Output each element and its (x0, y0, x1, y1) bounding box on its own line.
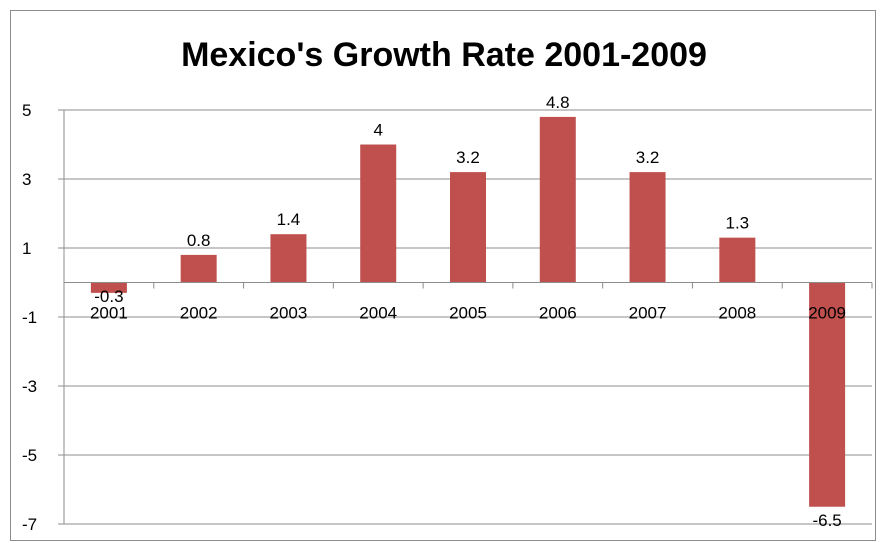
chart-title: Mexico's Growth Rate 2001-2009 (181, 36, 707, 74)
data-label: -0.3 (94, 287, 123, 306)
x-tick-label: 2003 (270, 304, 308, 323)
y-tick-label: 5 (22, 101, 31, 120)
y-tick-label: -7 (22, 515, 37, 534)
data-label: 4 (373, 121, 382, 140)
x-tick-label: 2006 (539, 304, 577, 323)
axes (58, 109, 873, 525)
y-tick-label: 1 (22, 239, 31, 258)
data-label: -6.5 (812, 511, 841, 530)
labels: 5 3 1 -1 -3 -5 -7 2001-0.3 2002 0.8 2003 1.4 2004 4 20… (22, 93, 846, 534)
x-tick-label: 2007 (629, 304, 667, 323)
y-tick-label: 3 (22, 170, 31, 189)
bar-2009 (809, 282, 846, 507)
y-tick-label: -3 (22, 377, 37, 396)
data-label: 1.4 (277, 210, 301, 229)
bar-2005 (450, 172, 486, 283)
bar-2001 (90, 282, 127, 293)
bar-2004 (360, 144, 397, 283)
x-tick-label: 2008 (718, 304, 756, 323)
bar-2008 (719, 237, 756, 283)
data-label: 1.3 (726, 214, 750, 233)
x-tick-label: 2005 (449, 304, 487, 323)
bar-2003 (270, 234, 307, 283)
data-label: 3.2 (456, 148, 480, 167)
bar-2007 (629, 172, 666, 283)
x-tick-label: 2001 (90, 304, 128, 323)
bar-2002 (180, 254, 217, 283)
data-label: 0.8 (187, 231, 211, 250)
x-tick-label: 2004 (359, 304, 397, 323)
x-tick-label: 2009 (808, 304, 846, 323)
bars (90, 116, 846, 507)
y-tick-label: -5 (22, 446, 37, 465)
data-label: 3.2 (636, 148, 660, 167)
bar-2006 (539, 116, 576, 283)
y-tick-label: -1 (22, 308, 37, 327)
data-label: 4.8 (546, 93, 570, 112)
x-tick-label: 2002 (180, 304, 218, 323)
